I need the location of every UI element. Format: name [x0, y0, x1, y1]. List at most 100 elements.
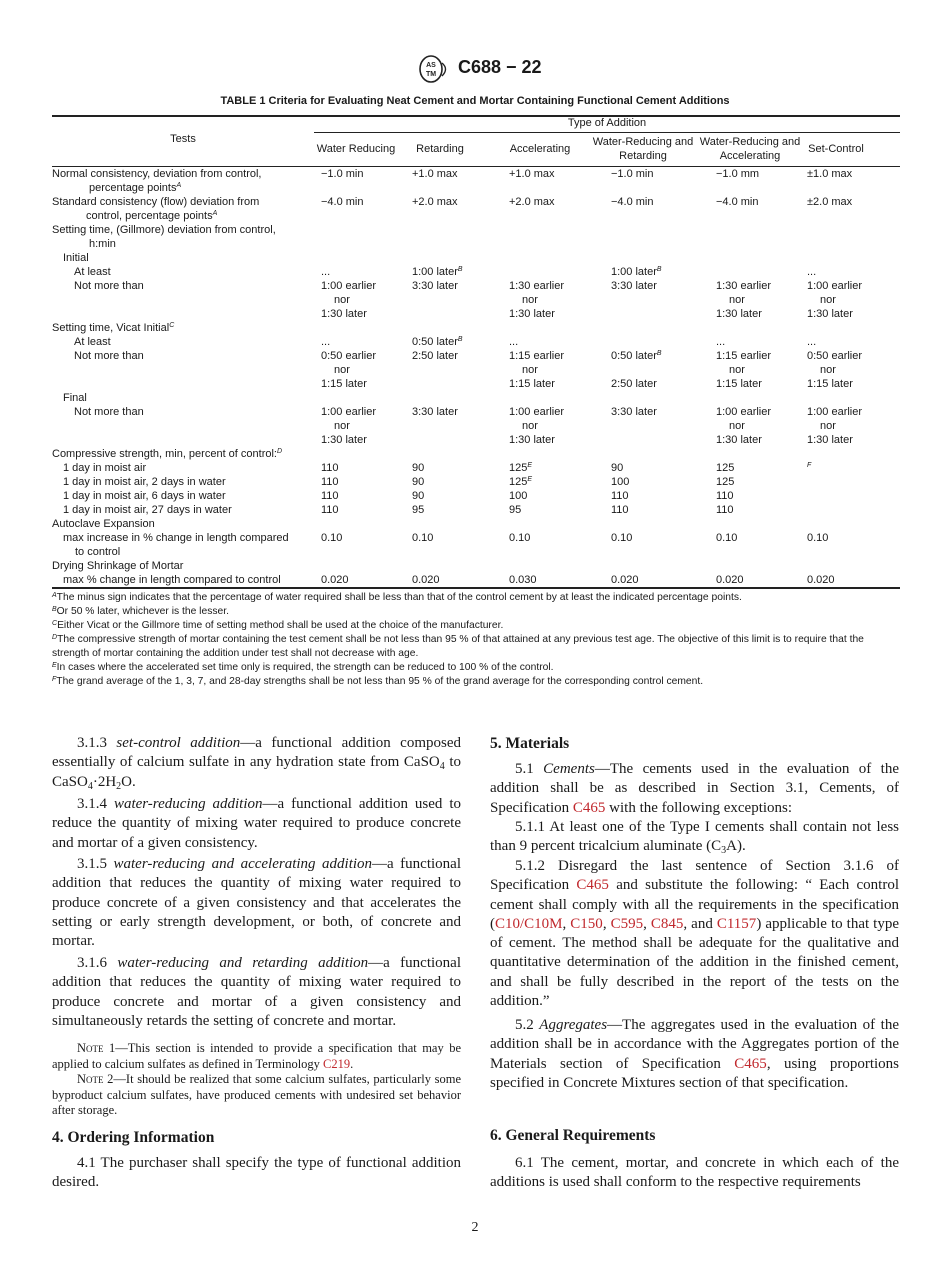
- test-label: max % change in length compared to contr…: [63, 573, 281, 587]
- test-label-text: h:min: [89, 238, 116, 250]
- test-label-text: to control: [75, 546, 121, 558]
- footnote: AThe minus sign indicates that the perce…: [52, 591, 902, 605]
- text-run: ·2H: [92, 773, 117, 790]
- text-run: 1—This section is intended to provide a …: [52, 1041, 461, 1071]
- cell-value: 1:00 later: [611, 266, 657, 278]
- test-label: Final: [63, 391, 87, 405]
- cell-value: 110: [321, 476, 339, 488]
- standard-link[interactable]: C465: [572, 799, 606, 816]
- cell-value: −4.0 min: [716, 196, 759, 208]
- text-run: Cements: [543, 761, 595, 777]
- test-label: Not more than: [74, 405, 144, 419]
- test-label: Not more than: [74, 279, 144, 293]
- footnote-text: Or 50 % later, whichever is the lesser.: [56, 606, 229, 617]
- cell-value: −1.0 min: [321, 168, 364, 180]
- group-header-rule: [314, 132, 900, 133]
- table-cell: nor: [729, 419, 745, 433]
- cell-value: ...: [807, 266, 817, 278]
- standard-link[interactable]: C845: [650, 915, 684, 932]
- cell-value: nor: [522, 420, 538, 432]
- column-header: Water Reducing: [316, 143, 396, 155]
- table-cell: nor: [729, 293, 745, 307]
- standard-link[interactable]: C10/C10M: [495, 915, 563, 932]
- table-cell: 0:50 laterB: [412, 335, 463, 349]
- table-cell: nor: [334, 293, 350, 307]
- table-cell: +1.0 max: [412, 167, 458, 181]
- cell-value: nor: [522, 294, 538, 306]
- table-cell: ...: [807, 265, 816, 279]
- cell-value: nor: [522, 364, 538, 376]
- text-run: 5.1.1 At least one of the Type I cements…: [490, 819, 899, 855]
- footnote-mark: C: [52, 620, 58, 627]
- table-cell: 3:30 later: [611, 405, 657, 419]
- cell-value: −1.0 min: [611, 168, 654, 180]
- table-cell: 1:00 earlier: [716, 405, 771, 419]
- cell-value: 110: [611, 504, 629, 516]
- table-cell: nor: [820, 293, 836, 307]
- test-label-text: Not more than: [74, 406, 144, 418]
- footnote-mark: E: [52, 662, 57, 669]
- test-label-text: control, percentage points: [86, 210, 213, 222]
- cell-value: nor: [334, 420, 350, 432]
- standard-link[interactable]: C219: [323, 1056, 351, 1071]
- text-run: water-reducing and accelerating addition: [113, 856, 373, 872]
- test-label: Drying Shrinkage of Mortar: [52, 559, 183, 573]
- test-label-text: Not more than: [74, 280, 144, 292]
- cell-value: 1:00 earlier: [321, 406, 377, 418]
- cell-value: ±1.0 max: [807, 168, 853, 180]
- cell-value: nor: [820, 294, 836, 306]
- cell-value: 1:00 earlier: [807, 280, 863, 292]
- footnote-ref: C: [169, 322, 175, 329]
- table-cell: nor: [522, 363, 538, 377]
- standard-link[interactable]: C150: [570, 915, 603, 932]
- cell-value: 1:00 later: [412, 266, 458, 278]
- cell-value: 0.10: [412, 532, 434, 544]
- standard-link[interactable]: C465: [734, 1055, 767, 1072]
- cell-value: −4.0 min: [321, 196, 364, 208]
- section-heading: 6. General Requirements: [490, 1126, 899, 1145]
- cell-value: −4.0 min: [611, 196, 654, 208]
- table-cell: −1.0 min: [611, 167, 654, 181]
- document-designation: C688 − 22: [458, 57, 542, 77]
- table-cell: 90: [412, 489, 424, 503]
- table-cell: ±2.0 max: [807, 195, 852, 209]
- text-run: —a functional addition composed essentia…: [52, 735, 461, 771]
- table-cell: nor: [334, 363, 350, 377]
- cell-value: 90: [412, 490, 425, 502]
- table-cell: 0.020: [807, 573, 835, 587]
- footnote-mark: D: [52, 634, 58, 641]
- cell-value: 2:50 later: [611, 378, 657, 390]
- table-cell: 125E: [509, 475, 532, 489]
- text-run: set-control addition: [116, 735, 241, 751]
- cell-value: 3:30 later: [412, 406, 458, 418]
- cell-value: 0:50 earlier: [321, 350, 377, 362]
- table-cell: 110: [611, 489, 629, 503]
- cell-value: 90: [611, 462, 624, 474]
- table-cell: 95: [509, 503, 521, 517]
- cell-value: 3:30 later: [412, 280, 458, 292]
- table-cell: 1:15 earlier: [716, 349, 771, 363]
- test-label: h:min: [89, 237, 116, 251]
- standard-link[interactable]: C595: [610, 915, 644, 932]
- text-run: , and: [683, 915, 717, 932]
- table-cell: 1:30 later: [807, 433, 853, 447]
- cell-value: 0:50 later: [611, 350, 657, 362]
- cell-value: 0:50 earlier: [807, 350, 863, 362]
- cell-value: 2:50 later: [412, 350, 458, 362]
- standard-link[interactable]: C1157: [716, 915, 757, 932]
- table-cell: 0.020: [412, 573, 440, 587]
- table-cell: nor: [522, 419, 538, 433]
- text-run: 6. General Requirements: [490, 1127, 656, 1144]
- table-cell: 1:30 later: [716, 307, 762, 321]
- table-cell: ...: [716, 335, 725, 349]
- footnote-ref: B: [457, 336, 463, 343]
- table-cell: nor: [729, 363, 745, 377]
- standard-link[interactable]: C465: [576, 877, 609, 894]
- table-cell: nor: [820, 363, 836, 377]
- footnote-mark: A: [52, 592, 57, 599]
- table-cell: nor: [522, 293, 538, 307]
- text-run: —a functional addition that reduces the …: [52, 955, 461, 1029]
- test-label-text: Standard consistency (flow) deviation fr…: [52, 196, 260, 208]
- test-label: control, percentage pointsA: [86, 209, 217, 223]
- paragraph: 5.1 Cements—The cements used in the eval…: [490, 760, 899, 818]
